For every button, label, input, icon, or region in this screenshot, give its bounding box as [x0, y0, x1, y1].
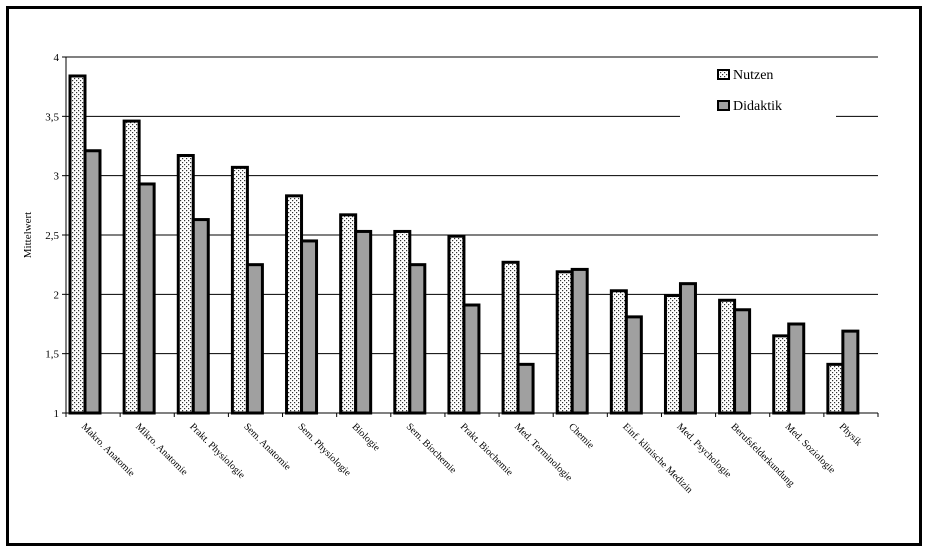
- bar-didaktik: [570, 267, 589, 415]
- y-tick-label: 4: [54, 52, 60, 64]
- x-category-label: Prakt. Biochemie: [458, 421, 515, 478]
- y-tick-label: 2: [54, 289, 60, 301]
- bar-nutzen: [176, 153, 195, 415]
- bar-didaktik: [300, 239, 319, 415]
- bar-nutzen: [393, 229, 412, 415]
- bar-nutzen: [663, 294, 682, 415]
- legend-background: [680, 58, 836, 120]
- bar-didaktik: [624, 315, 643, 415]
- y-tick-label: 1: [54, 408, 60, 420]
- x-category-label: Makro. Anatomie: [79, 421, 137, 479]
- bar-didaktik: [678, 282, 697, 415]
- bar-nutzen: [230, 165, 249, 415]
- x-category-label: Prakt. Physiologie: [187, 421, 247, 481]
- x-category-label: Biologie: [350, 421, 383, 454]
- x-category-label: Med. Psychologie: [674, 421, 733, 480]
- x-category-label: Mikro. Anatomie: [133, 421, 190, 478]
- x-category-label: Sem. Biochemie: [404, 421, 459, 476]
- bar-didaktik: [83, 149, 102, 415]
- bar-nutzen: [339, 213, 358, 415]
- y-axis-label: Mittelwert: [22, 212, 34, 258]
- y-tick-label: 3: [54, 171, 60, 183]
- bar-nutzen: [826, 362, 845, 415]
- bar-didaktik: [841, 329, 860, 415]
- x-category-label: Sem. Physiologie: [295, 421, 353, 479]
- bar-nutzen: [122, 119, 141, 415]
- bar-nutzen: [501, 260, 520, 415]
- y-tick-label: 3,5: [45, 111, 59, 123]
- bar-didaktik: [516, 362, 535, 415]
- bar-nutzen: [718, 298, 737, 415]
- bar-nutzen: [68, 74, 87, 415]
- x-category-label: Physik: [837, 421, 864, 448]
- bar-nutzen: [772, 334, 791, 415]
- bar-nutzen: [609, 289, 628, 415]
- x-category-label: Sem. Anatomie: [241, 421, 293, 473]
- bar-nutzen: [447, 234, 466, 415]
- bar-didaktik: [408, 263, 427, 415]
- bar-didaktik: [733, 308, 752, 415]
- bar-didaktik: [137, 182, 156, 415]
- bar-nutzen: [285, 194, 304, 415]
- x-category-label: Med. Soziologie: [783, 421, 838, 476]
- legend-label-nutzen: Nutzen: [733, 68, 773, 83]
- bar-didaktik: [245, 263, 264, 415]
- legend: Nutzen Didaktik: [680, 58, 836, 120]
- legend-swatch-nutzen: [717, 69, 730, 80]
- x-category-label: Med. Terminologie: [512, 421, 575, 484]
- bar-didaktik: [787, 322, 806, 415]
- legend-label-didaktik: Didaktik: [733, 99, 782, 114]
- bar-didaktik: [462, 303, 481, 415]
- legend-swatch-didaktik: [717, 100, 730, 111]
- bar-nutzen: [555, 270, 574, 415]
- bar-didaktik: [354, 229, 373, 415]
- y-tick-label: 2,5: [45, 230, 59, 242]
- bars: [68, 74, 860, 415]
- bar-didaktik: [191, 218, 210, 415]
- y-tick-label: 1,5: [45, 349, 59, 361]
- x-category-label: Chemie: [566, 421, 596, 451]
